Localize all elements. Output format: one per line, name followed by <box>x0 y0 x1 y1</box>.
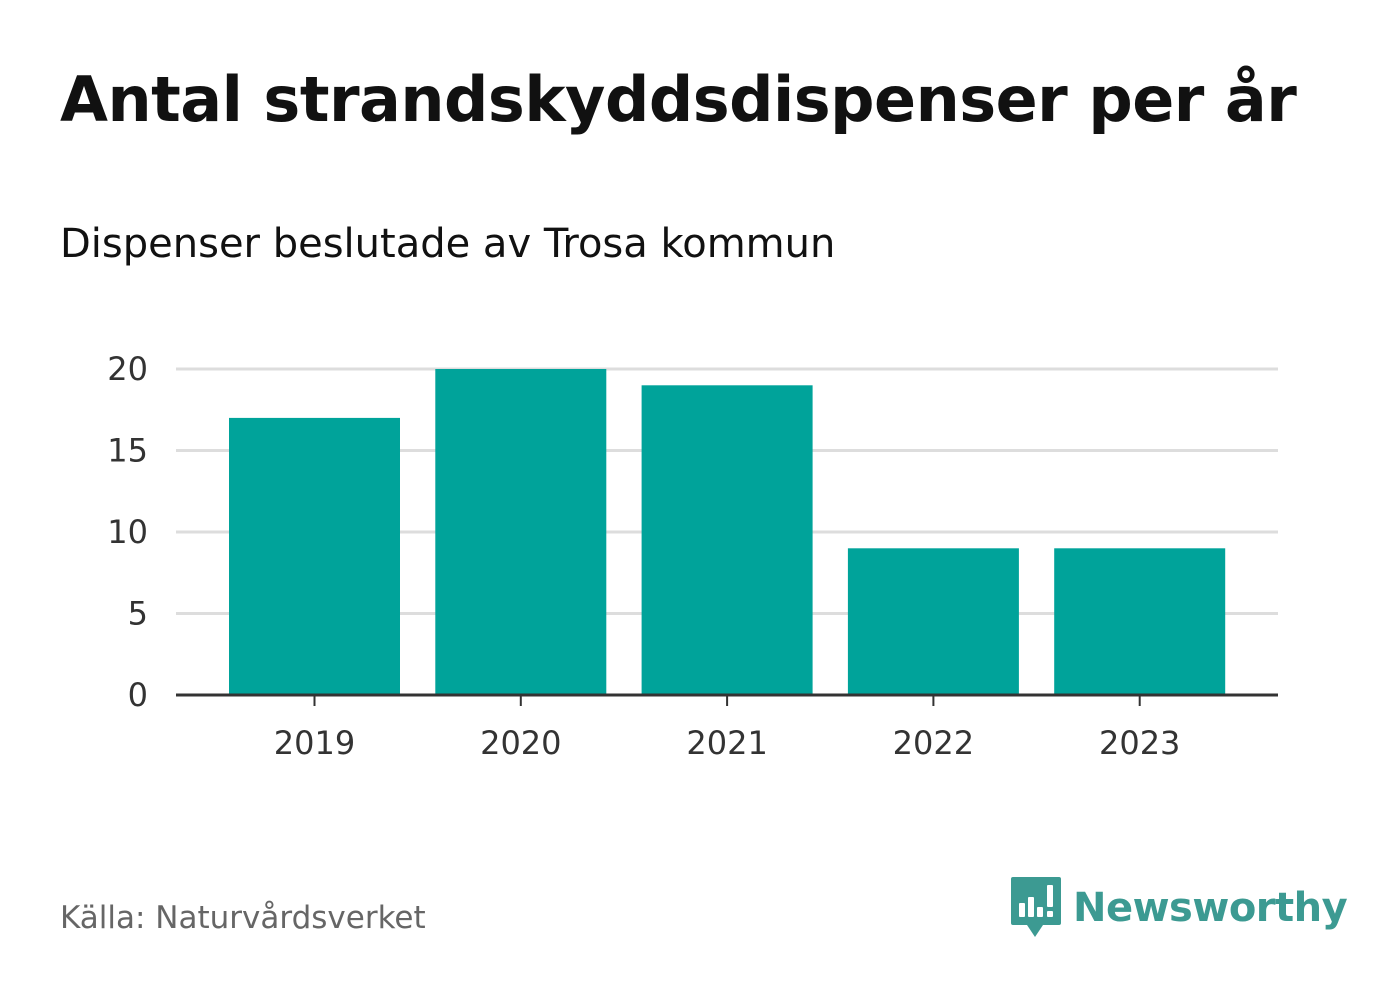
chart-subtitle: Dispenser beslutade av Trosa kommun <box>60 221 836 267</box>
y-tick-label: 20 <box>107 350 148 388</box>
y-tick-label: 15 <box>107 432 148 470</box>
bar-2019 <box>229 417 400 695</box>
newsworthy-logo-icon <box>1011 877 1061 937</box>
x-tick-label: 2019 <box>274 724 355 762</box>
bar-2022 <box>847 548 1019 695</box>
bar-2023 <box>1054 548 1226 695</box>
bar-2021 <box>641 385 813 695</box>
y-tick-label: 0 <box>128 676 148 714</box>
x-tick-label: 2022 <box>893 724 974 762</box>
x-tick-label: 2020 <box>480 724 561 762</box>
source-note: Källa: Naturvårdsverket <box>60 900 426 936</box>
chart-title: Antal strandskyddsdispenser per år <box>60 63 1297 136</box>
brand-name: Newsworthy <box>1073 885 1348 931</box>
brand-logo: Newsworthy <box>1011 877 1348 939</box>
x-tick-label: 2021 <box>686 724 767 762</box>
x-tick-label: 2023 <box>1099 724 1180 762</box>
y-tick-label: 10 <box>107 513 148 551</box>
bar-2020 <box>435 369 607 695</box>
y-tick-label: 5 <box>128 595 148 633</box>
